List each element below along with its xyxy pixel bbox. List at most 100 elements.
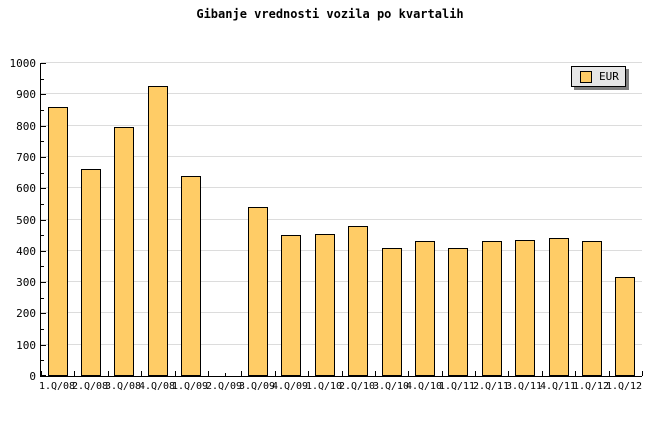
gridline <box>41 344 642 345</box>
x-tick-label: 2.Q/09 <box>205 381 243 392</box>
gridline <box>41 156 642 157</box>
y-tick-minor <box>41 329 44 330</box>
bar-1.Q/11 <box>448 248 468 376</box>
x-axis-tick-labels: 1.Q/08 2.Q/08 3.Q/08 4.Q/08 1.Q/09 2.Q/09 3.Q/… <box>38 381 660 395</box>
x-tick-major <box>475 371 476 376</box>
x-tick-label: 1.Q/10 <box>305 381 343 392</box>
y-tick-label: 200 <box>16 307 36 320</box>
bar-3.Q/11 <box>515 240 535 376</box>
y-tick-major <box>41 94 46 95</box>
bar-2.Q/08 <box>81 169 101 376</box>
x-tick-label: 2.Q/11 <box>472 381 510 392</box>
x-tick-major <box>74 371 75 376</box>
x-tick-label: 1.Q/12 <box>605 381 643 392</box>
bar-3.Q/09 <box>248 207 268 376</box>
x-tick-label: 1.Q/11 <box>438 381 476 392</box>
x-tick-major <box>408 371 409 376</box>
y-tick-minor <box>41 235 44 236</box>
x-tick-major <box>275 371 276 376</box>
gridline <box>41 187 642 188</box>
y-tick-label: 400 <box>16 245 36 258</box>
y-tick-label: 600 <box>16 182 36 195</box>
gridline <box>41 125 642 126</box>
y-tick-minor <box>41 204 44 205</box>
x-tick-label: 1.Q/12 <box>572 381 610 392</box>
y-tick-major <box>41 188 46 189</box>
bar-1.Q/10 <box>315 234 335 376</box>
y-tick-major <box>41 375 46 376</box>
x-tick-label: 4.Q/09 <box>271 381 309 392</box>
gridline <box>41 93 642 94</box>
y-tick-label: 1000 <box>9 57 37 70</box>
gridline <box>41 219 642 220</box>
y-tick-label: 500 <box>16 214 36 227</box>
x-tick-major <box>642 371 643 376</box>
x-tick-label: 3.Q/08 <box>104 381 142 392</box>
gridline <box>41 62 642 63</box>
y-tick-major <box>41 157 46 158</box>
y-tick-label: 800 <box>16 120 36 133</box>
bar-1.Q/12 <box>582 241 602 376</box>
x-tick-label: 3.Q/11 <box>505 381 543 392</box>
y-tick-minor <box>41 110 44 111</box>
y-tick-major <box>41 251 46 252</box>
bar-1.Q/09 <box>181 176 201 376</box>
y-tick-label: 900 <box>16 88 36 101</box>
bar-1.Q/12 <box>615 277 635 376</box>
x-tick-label: 2.Q/10 <box>338 381 376 392</box>
bar-3.Q/08 <box>114 127 134 376</box>
x-tick-major <box>208 371 209 376</box>
x-tick-major <box>442 371 443 376</box>
y-tick-label: 700 <box>16 151 36 164</box>
y-tick-major <box>41 313 46 314</box>
x-tick-major <box>175 371 176 376</box>
gridline <box>41 312 642 313</box>
gridline <box>41 250 642 251</box>
y-tick-minor <box>41 266 44 267</box>
y-tick-major <box>41 220 46 221</box>
x-tick-major <box>609 371 610 376</box>
x-tick-major <box>542 371 543 376</box>
bar-3.Q/10 <box>382 248 402 376</box>
x-tick-label: 1.Q/08 <box>38 381 76 392</box>
x-tick-major <box>308 371 309 376</box>
bar-4.Q/10 <box>415 241 435 376</box>
x-tick-label: 4.Q/08 <box>138 381 176 392</box>
y-tick-minor <box>41 360 44 361</box>
x-tick-major <box>241 371 242 376</box>
y-tick-major <box>41 282 46 283</box>
y-tick-label: 0 <box>29 370 36 383</box>
bar-4.Q/09 <box>281 235 301 376</box>
y-tick-minor <box>41 141 44 142</box>
x-tick-label: 2.Q/08 <box>71 381 109 392</box>
y-tick-label: 100 <box>16 339 36 352</box>
x-tick-major <box>575 371 576 376</box>
x-tick-label: 4.Q/10 <box>405 381 443 392</box>
x-tick-major <box>375 371 376 376</box>
legend-swatch-eur <box>580 70 592 83</box>
legend-label: EUR <box>599 70 619 83</box>
x-tick-major <box>342 371 343 376</box>
x-tick-major <box>141 371 142 376</box>
bar-2.Q/11 <box>482 241 502 376</box>
y-tick-major <box>41 345 46 346</box>
x-tick-minor <box>225 373 226 376</box>
x-tick-label: 3.Q/09 <box>238 381 276 392</box>
x-tick-major <box>108 371 109 376</box>
bar-2.Q/10 <box>348 226 368 376</box>
y-tick-major <box>41 63 46 64</box>
gridline <box>41 281 642 282</box>
y-tick-minor <box>41 173 44 174</box>
legend: EUR <box>571 66 626 87</box>
plot-area <box>40 62 643 377</box>
x-tick-label: 1.Q/09 <box>171 381 209 392</box>
bar-4.Q/08 <box>148 86 168 376</box>
bar-1.Q/08 <box>48 107 68 376</box>
y-tick-minor <box>41 298 44 299</box>
x-tick-label: 4.Q/11 <box>539 381 577 392</box>
y-axis-tick-labels: 0 100 200 300 400 500 600 700 800 900 1000 <box>0 58 37 383</box>
chart-title: Gibanje vrednosti vozila po kvartalih <box>196 7 464 21</box>
y-tick-major <box>41 126 46 127</box>
bar-4.Q/11 <box>549 238 569 376</box>
